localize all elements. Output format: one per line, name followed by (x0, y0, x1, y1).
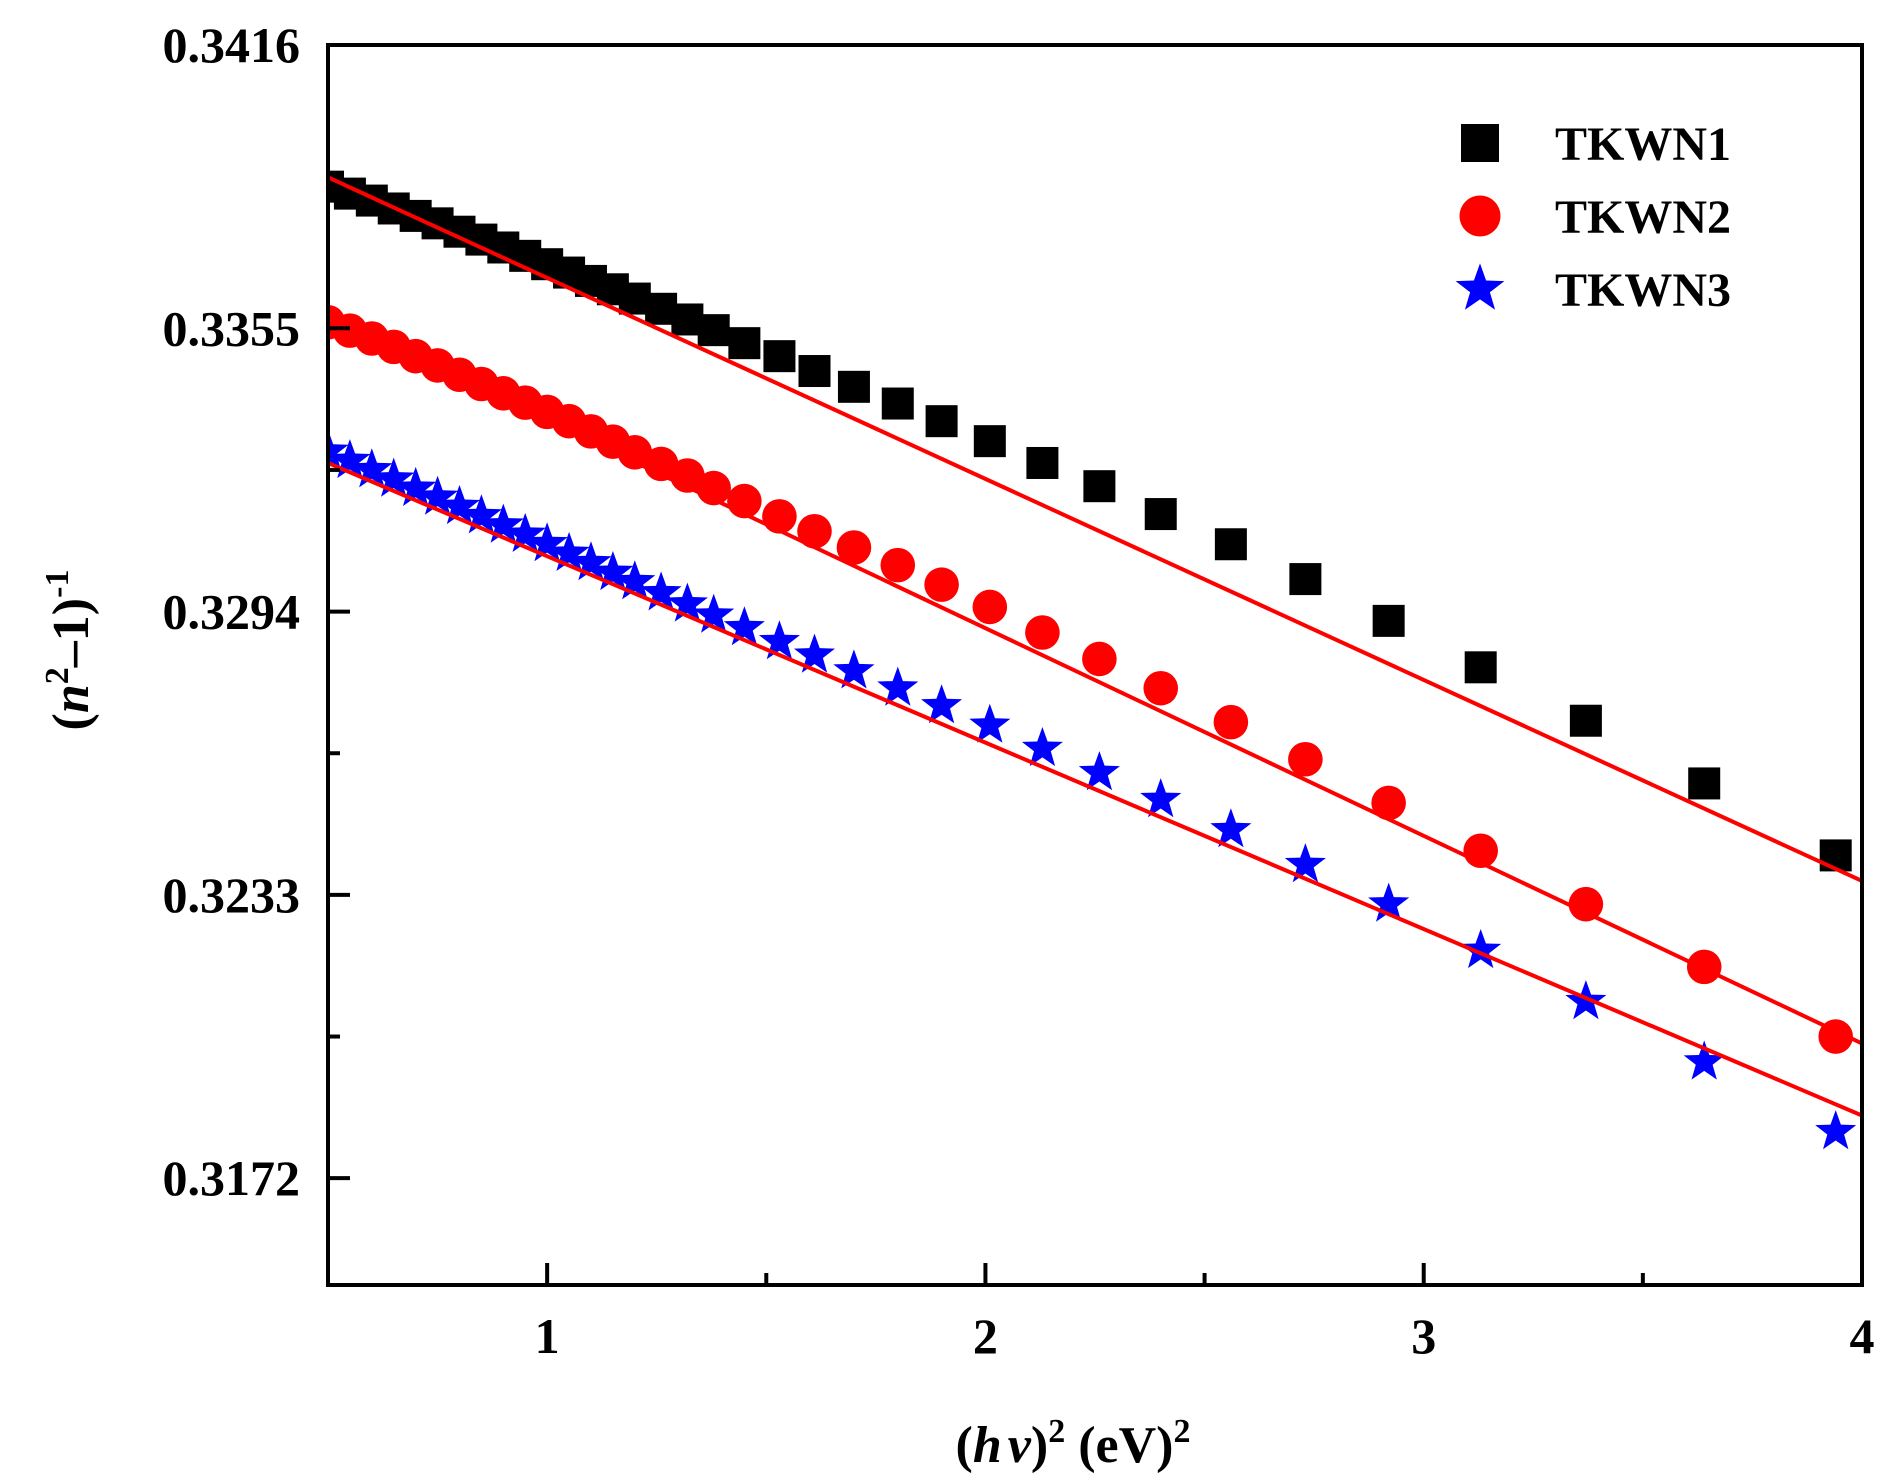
tkwn3-point (877, 666, 919, 706)
axis-ticks (326, 43, 1864, 1285)
data-markers (328, 170, 1857, 1150)
tkwn1-point (881, 387, 914, 420)
tkwn2-point (880, 547, 916, 583)
x-tick-label: 1 (535, 1308, 560, 1364)
tkwn3-point (758, 620, 800, 660)
tkwn2-point (1082, 641, 1117, 677)
tkwn1-point (1464, 651, 1497, 684)
fit-lines (328, 175, 1862, 1118)
x-tick-label: 3 (1411, 1308, 1436, 1364)
tkwn3-point (351, 448, 393, 488)
tkwn3-point (482, 503, 524, 543)
tkwn3-point (969, 703, 1011, 743)
legend: TKWN1 TKWN2 TKWN3 (1455, 118, 1731, 317)
tkwn1-point (1144, 498, 1177, 531)
tkwn3-point (1815, 1110, 1857, 1150)
legend-marker-tkwn2 (1459, 195, 1501, 237)
tkwn3-point (1368, 882, 1410, 922)
tkwn2-point (836, 530, 872, 565)
tkwn3-fit-line (328, 461, 1862, 1118)
y-tick-label: 0.3355 (163, 300, 301, 356)
tkwn3-point (1460, 929, 1502, 969)
legend-label-tkwn1: TKWN1 (1555, 118, 1731, 171)
legend-label-tkwn3: TKWN3 (1555, 264, 1731, 317)
y-tick-label: 0.3172 (163, 1150, 301, 1206)
tkwn3-point (504, 512, 546, 552)
tkwn3-point (833, 649, 875, 689)
tkwn1-point (973, 425, 1006, 458)
tkwn3-point (395, 466, 437, 506)
tkwn1-point (763, 340, 796, 373)
tkwn3-point (373, 457, 415, 497)
tkwn1-point (1289, 563, 1322, 596)
tkwn1-point (1026, 446, 1059, 479)
x-tick-label: 2 (973, 1308, 998, 1364)
tkwn1-point (1214, 528, 1247, 561)
tkwn3-point (438, 485, 480, 525)
tkwn3-point (666, 582, 708, 622)
tkwn1-point (1083, 470, 1116, 503)
tkwn3-point (1284, 843, 1326, 883)
tkwn3-point (614, 560, 656, 600)
tkwn2-point (1025, 615, 1060, 650)
plot-border (326, 43, 1864, 1287)
y-tick-label: 0.3294 (163, 584, 301, 640)
tkwn3-point (570, 541, 612, 581)
tkwn3-point (693, 593, 735, 633)
tkwn3-point (921, 684, 963, 724)
tkwn1-point (798, 355, 831, 388)
tkwn2-point (1213, 704, 1249, 740)
tkwn1-point (697, 314, 730, 347)
tkwn3-point (328, 429, 349, 469)
tkwn3-point (640, 571, 682, 611)
tkwn2-point (617, 435, 653, 470)
tkwn3-point (548, 531, 590, 571)
tkwn2-point (1288, 741, 1323, 777)
tkwn1-point (1688, 767, 1721, 800)
tkwn3-point (1021, 727, 1063, 767)
legend-label-tkwn2: TKWN2 (1555, 191, 1731, 244)
tkwn3-point (1210, 808, 1252, 848)
tkwn3-point (460, 494, 502, 534)
y-axis-title: (n2–1)-1 (39, 570, 100, 731)
tkwn1-point (728, 327, 761, 360)
tkwn1-point (837, 370, 870, 403)
tick-labels: 1 2 3 4 0.3172 0.3233 0.3294 0.3355 0.3416 (163, 17, 1875, 1364)
tkwn2-point (1371, 785, 1406, 821)
tkwn3-point (1683, 1040, 1725, 1080)
x-axis-title: (h ν)2 (eV)2 (956, 1413, 1191, 1474)
tkwn1-point (1569, 704, 1602, 737)
tkwn3-point (1140, 778, 1182, 818)
tkwn1-point (1819, 839, 1852, 872)
tkwn2-point (924, 567, 959, 602)
y-tick-label: 0.3416 (163, 17, 301, 73)
tkwn3-point (1078, 751, 1120, 791)
tkwn3-point (592, 551, 634, 591)
tkwn2-fit-line (328, 314, 1862, 1046)
tkwn1-fit-line (328, 175, 1862, 883)
tkwn3-point (329, 439, 371, 479)
legend-marker-tkwn3 (1455, 263, 1505, 310)
tkwn1-point (925, 405, 958, 438)
tkwn3-point (526, 522, 568, 562)
tkwn3-point (794, 633, 835, 673)
tkwn3-point (417, 475, 459, 515)
tkwn2-point (1568, 886, 1604, 922)
tkwn3-point (723, 606, 765, 646)
legend-marker-tkwn1 (1461, 124, 1499, 162)
plot-frame (326, 43, 1864, 1287)
tkwn2-point (972, 589, 1008, 625)
tkwn2-point (1143, 670, 1179, 706)
tkwn2-point (797, 513, 832, 549)
y-tick-label: 0.3233 (163, 867, 301, 923)
tkwn1-point (1372, 604, 1405, 637)
x-tick-label: 4 (1850, 1308, 1875, 1364)
